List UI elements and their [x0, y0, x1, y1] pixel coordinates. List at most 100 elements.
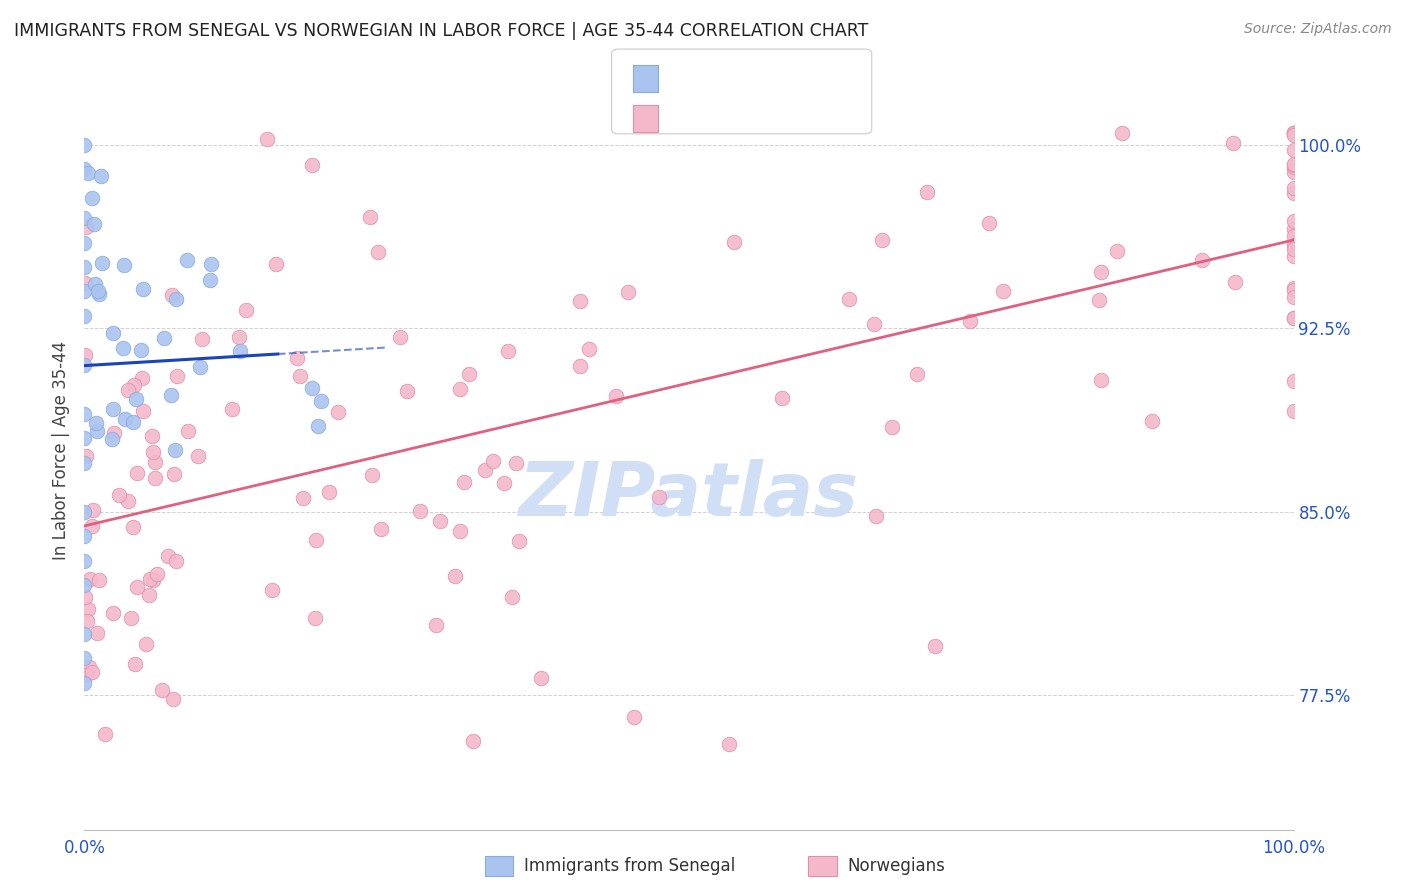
Point: [103, 607, 125, 621]
Point: [389, 330, 412, 344]
Point: [89, 573, 111, 587]
Point: [292, 491, 315, 506]
Point: [73, 407, 96, 421]
Point: [568, 293, 591, 308]
Point: [221, 402, 243, 417]
Point: [153, 331, 176, 345]
Point: [262, 583, 284, 598]
Point: [101, 432, 124, 446]
Point: [453, 475, 475, 489]
Point: [138, 572, 160, 586]
Point: [256, 132, 278, 146]
Point: [73, 529, 96, 543]
Point: [1282, 248, 1305, 262]
Point: [1282, 283, 1305, 297]
Point: [86, 424, 108, 438]
Point: [1282, 143, 1305, 157]
Point: [73, 348, 96, 362]
Text: Immigrants from Senegal: Immigrants from Senegal: [524, 857, 735, 875]
Point: [304, 611, 326, 625]
Point: [917, 186, 939, 200]
Point: [79, 660, 101, 674]
Point: [107, 488, 129, 502]
Point: [370, 522, 392, 536]
Point: [101, 402, 124, 417]
Point: [73, 358, 96, 372]
Point: [1282, 126, 1305, 140]
Point: [73, 277, 96, 291]
Point: [425, 617, 447, 632]
Text: IMMIGRANTS FROM SENEGAL VS NORWEGIAN IN LABOR FORCE | AGE 35-44 CORRELATION CHAR: IMMIGRANTS FROM SENEGAL VS NORWEGIAN IN …: [14, 22, 869, 40]
Point: [648, 490, 671, 504]
Point: [1282, 186, 1305, 201]
Text: R =: R =: [668, 71, 703, 86]
Point: [311, 394, 333, 409]
Point: [1111, 126, 1133, 140]
Point: [131, 370, 153, 384]
Point: [1105, 244, 1128, 259]
Point: [838, 292, 860, 306]
Point: [160, 388, 183, 402]
Point: [1225, 275, 1247, 289]
Point: [264, 257, 287, 271]
Point: [143, 455, 166, 469]
Point: [288, 368, 311, 383]
Point: [492, 475, 515, 490]
Point: [188, 360, 211, 375]
Point: [1090, 265, 1112, 279]
Point: [86, 285, 108, 299]
Point: [461, 733, 484, 747]
Point: [76, 166, 98, 180]
Point: [449, 382, 471, 396]
Point: [235, 303, 257, 318]
Point: [177, 424, 200, 438]
Point: [1282, 281, 1305, 295]
Point: [112, 258, 135, 272]
Point: [396, 384, 419, 398]
Point: [474, 463, 496, 477]
Point: [1191, 253, 1213, 268]
Point: [73, 675, 96, 690]
Point: [301, 381, 323, 395]
Point: [82, 502, 104, 516]
Point: [1282, 375, 1305, 389]
Point: [165, 554, 187, 568]
Text: N =: N =: [756, 71, 803, 86]
Point: [73, 162, 96, 177]
Point: [82, 665, 104, 679]
Point: [409, 504, 432, 518]
Point: [75, 667, 97, 681]
Point: [73, 505, 96, 519]
Point: [228, 330, 250, 344]
Point: [361, 467, 384, 482]
Point: [307, 419, 329, 434]
Point: [120, 611, 142, 625]
Point: [1282, 126, 1305, 140]
Text: R =: R =: [668, 112, 703, 126]
Point: [458, 367, 481, 381]
Point: [75, 449, 97, 463]
Point: [1282, 165, 1305, 179]
Point: [117, 493, 139, 508]
Point: [318, 485, 340, 500]
Point: [367, 245, 389, 260]
Point: [121, 520, 143, 534]
Point: [150, 683, 173, 698]
Point: [1090, 373, 1112, 387]
Point: [142, 574, 165, 588]
Point: [73, 431, 96, 445]
Point: [122, 415, 145, 429]
Point: [198, 272, 221, 286]
Point: [200, 257, 222, 271]
Point: [91, 256, 114, 270]
Point: [73, 627, 96, 641]
Point: [770, 392, 793, 406]
Point: [124, 377, 146, 392]
Point: [285, 351, 308, 365]
Point: [84, 416, 107, 430]
Text: 50: 50: [797, 71, 820, 86]
Point: [991, 284, 1014, 298]
Point: [125, 392, 148, 407]
Point: [865, 509, 887, 524]
Point: [717, 737, 740, 751]
